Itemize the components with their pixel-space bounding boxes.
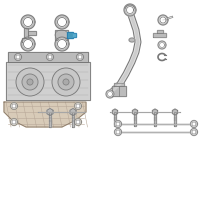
Polygon shape <box>112 109 118 115</box>
Polygon shape <box>16 55 20 59</box>
Polygon shape <box>75 103 82 109</box>
Polygon shape <box>21 37 35 51</box>
Polygon shape <box>116 122 120 126</box>
Polygon shape <box>21 15 35 29</box>
Polygon shape <box>55 15 69 29</box>
Polygon shape <box>115 129 122 135</box>
Polygon shape <box>22 38 30 42</box>
Circle shape <box>27 79 33 85</box>
Polygon shape <box>157 30 163 33</box>
Polygon shape <box>75 119 82 125</box>
Polygon shape <box>11 103 18 109</box>
Polygon shape <box>152 109 158 115</box>
Polygon shape <box>47 108 53 116</box>
Polygon shape <box>114 112 116 126</box>
Polygon shape <box>28 31 36 35</box>
Polygon shape <box>72 112 74 127</box>
Polygon shape <box>55 37 69 51</box>
Polygon shape <box>48 55 52 59</box>
Circle shape <box>16 68 44 96</box>
Circle shape <box>52 68 80 96</box>
Circle shape <box>58 74 74 90</box>
Ellipse shape <box>129 38 135 42</box>
Polygon shape <box>134 112 136 126</box>
Polygon shape <box>6 62 90 100</box>
Polygon shape <box>191 129 198 135</box>
Polygon shape <box>154 112 156 126</box>
Polygon shape <box>172 109 178 115</box>
Polygon shape <box>124 4 136 16</box>
Polygon shape <box>114 83 124 86</box>
Polygon shape <box>76 104 80 108</box>
Polygon shape <box>12 120 16 124</box>
Polygon shape <box>112 86 126 96</box>
Polygon shape <box>4 102 86 127</box>
Polygon shape <box>73 33 76 37</box>
Polygon shape <box>11 119 18 125</box>
Polygon shape <box>116 130 120 134</box>
Polygon shape <box>132 109 138 115</box>
Polygon shape <box>24 28 28 38</box>
Polygon shape <box>24 18 32 26</box>
Polygon shape <box>153 33 166 37</box>
Polygon shape <box>67 32 73 38</box>
Polygon shape <box>49 112 51 127</box>
Polygon shape <box>24 40 32 48</box>
Polygon shape <box>158 41 166 49</box>
Polygon shape <box>8 52 88 62</box>
Polygon shape <box>191 121 198 127</box>
Polygon shape <box>106 90 114 98</box>
Polygon shape <box>160 43 164 47</box>
Polygon shape <box>77 54 84 60</box>
Polygon shape <box>76 120 80 124</box>
Polygon shape <box>58 40 66 48</box>
Polygon shape <box>158 15 168 25</box>
Polygon shape <box>70 108 76 116</box>
Polygon shape <box>12 104 16 108</box>
Polygon shape <box>58 18 66 26</box>
Polygon shape <box>108 92 112 96</box>
Circle shape <box>63 79 69 85</box>
Polygon shape <box>55 30 68 40</box>
Circle shape <box>22 74 38 90</box>
Polygon shape <box>47 54 54 60</box>
Polygon shape <box>15 54 22 60</box>
Polygon shape <box>192 130 196 134</box>
Polygon shape <box>127 7 134 13</box>
Polygon shape <box>192 122 196 126</box>
Polygon shape <box>78 55 82 59</box>
Polygon shape <box>174 112 176 126</box>
Polygon shape <box>115 121 122 127</box>
Polygon shape <box>160 17 166 23</box>
